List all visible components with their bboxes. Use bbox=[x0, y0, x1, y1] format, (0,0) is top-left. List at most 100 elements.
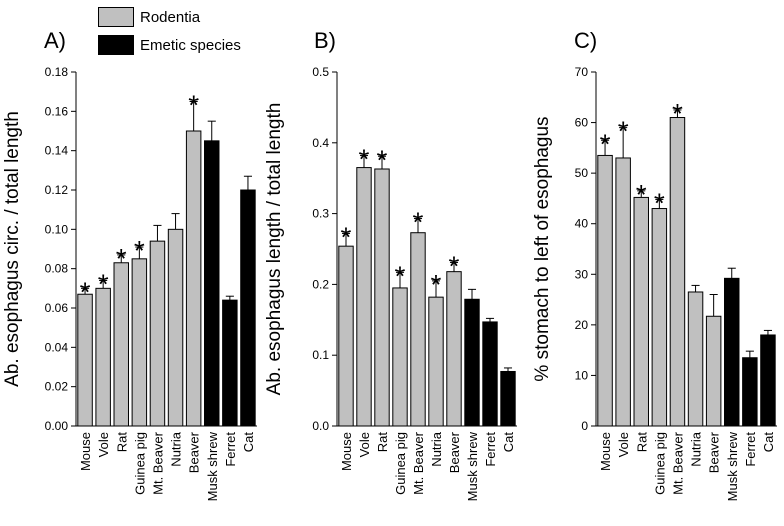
significance-marker: * bbox=[134, 235, 145, 266]
y-tick-label: 0.18 bbox=[45, 65, 69, 79]
y-tick-label: 40 bbox=[575, 217, 589, 231]
bar bbox=[633, 196, 649, 427]
legend-item-emetic: Emetic species bbox=[98, 31, 241, 59]
legend: Rodentia Emetic species bbox=[98, 3, 241, 59]
y-tick-label: 0 bbox=[581, 419, 588, 433]
significance-marker: * bbox=[618, 116, 629, 147]
panel-title: A) bbox=[44, 28, 66, 53]
x-tick-label: Beaver bbox=[707, 431, 722, 473]
bar bbox=[240, 189, 256, 427]
bar bbox=[760, 334, 776, 427]
bar bbox=[167, 228, 184, 427]
x-tick-label: Beaver bbox=[447, 431, 462, 473]
x-tick-label: Ferret bbox=[483, 432, 498, 467]
x-tick-label: Cat bbox=[501, 432, 516, 453]
y-tick-label: 0.06 bbox=[45, 301, 69, 315]
y-tick-label: 0.5 bbox=[312, 65, 329, 79]
significance-marker: * bbox=[395, 260, 406, 291]
bar bbox=[149, 240, 166, 427]
x-tick-label: Ferret bbox=[223, 432, 238, 467]
x-tick-label: Guinea pig bbox=[652, 432, 667, 495]
y-tick-label: 0.2 bbox=[312, 277, 329, 291]
bar bbox=[446, 271, 462, 427]
y-tick-label: 50 bbox=[575, 166, 589, 180]
bar bbox=[113, 262, 129, 427]
x-tick-label: Mt. Beaver bbox=[670, 431, 685, 495]
x-tick-label: Vole bbox=[616, 432, 631, 457]
bar bbox=[597, 154, 613, 427]
significance-marker: * bbox=[80, 276, 91, 307]
bar bbox=[185, 130, 202, 427]
significance-marker: * bbox=[341, 221, 352, 252]
bar bbox=[392, 287, 408, 427]
y-tick-label: 0.00 bbox=[45, 419, 69, 433]
y-tick-label: 0.1 bbox=[312, 348, 329, 362]
significance-marker: * bbox=[377, 144, 388, 175]
y-tick-label: 70 bbox=[575, 65, 589, 79]
bar bbox=[464, 298, 480, 427]
x-tick-label: Vole bbox=[96, 432, 111, 457]
y-tick-label: 0.10 bbox=[45, 222, 69, 236]
significance-marker: * bbox=[654, 187, 665, 218]
significance-marker: * bbox=[413, 207, 424, 238]
x-tick-label: Ferret bbox=[743, 432, 758, 467]
chart-panel-1: A) Ab. esophagus circ. / total length 0.00… bbox=[2, 28, 257, 501]
significance-marker: * bbox=[359, 144, 370, 175]
bar bbox=[77, 293, 93, 427]
legend-label-rodentia: Rodentia bbox=[140, 8, 201, 26]
y-tick-label: 30 bbox=[575, 267, 589, 281]
legend-swatch-emetic bbox=[98, 35, 134, 55]
y-tick-label: 0.02 bbox=[45, 380, 69, 394]
significance-marker: * bbox=[672, 98, 683, 129]
x-tick-label: Mt. Beaver bbox=[150, 431, 165, 495]
x-tick-label: Rat bbox=[634, 432, 649, 453]
x-tick-label: Mt. Beaver bbox=[411, 431, 426, 495]
x-tick-label: Mouse bbox=[78, 432, 93, 471]
x-tick-label: Musk shrew bbox=[205, 431, 220, 501]
x-tick-label: Beaver bbox=[187, 431, 202, 473]
bar bbox=[338, 245, 354, 427]
y-tick-label: 20 bbox=[575, 318, 589, 332]
significance-marker: * bbox=[449, 250, 460, 281]
y-axis-label: Ab. esophagus circ. / total length bbox=[2, 111, 23, 387]
x-tick-label: Nutria bbox=[429, 431, 444, 466]
bar bbox=[131, 258, 148, 427]
chart-panel-3: C) % stomach to left of esophagus 0 10 20 30 4… bbox=[532, 28, 777, 501]
y-tick-label: 10 bbox=[575, 368, 589, 382]
x-tick-label: Mouse bbox=[598, 432, 613, 471]
significance-marker: * bbox=[98, 268, 109, 299]
y-tick-label: 0.0 bbox=[312, 419, 329, 433]
y-tick-label: 0.04 bbox=[45, 340, 69, 354]
bar bbox=[222, 299, 238, 427]
significance-marker: * bbox=[431, 269, 442, 300]
x-tick-label: Musk shrew bbox=[725, 431, 740, 501]
bar bbox=[482, 321, 498, 427]
legend-item-rodentia: Rodentia bbox=[98, 3, 241, 31]
y-axis-label: Ab. esophagus length / total length bbox=[264, 103, 285, 396]
significance-marker: * bbox=[600, 128, 611, 159]
y-tick-label: 60 bbox=[575, 116, 589, 130]
x-tick-label: Cat bbox=[241, 432, 256, 453]
y-tick-label: 0.4 bbox=[312, 136, 329, 150]
legend-swatch-rodentia bbox=[98, 7, 134, 27]
x-tick-label: Cat bbox=[761, 432, 776, 453]
x-tick-label: Nutria bbox=[689, 431, 704, 466]
x-tick-label: Nutria bbox=[169, 431, 184, 466]
y-tick-label: 0.08 bbox=[45, 262, 69, 276]
bar bbox=[374, 168, 390, 427]
bar bbox=[687, 291, 704, 427]
bar bbox=[724, 277, 740, 427]
bar bbox=[410, 232, 426, 427]
bar bbox=[705, 315, 722, 427]
y-tick-label: 0.3 bbox=[312, 207, 329, 221]
bar bbox=[204, 140, 220, 427]
bar bbox=[651, 208, 668, 427]
chart-panel-2: B) Ab. esophagus length / total length 0.0… bbox=[264, 28, 517, 501]
bar bbox=[356, 167, 372, 427]
y-tick-label: 0.12 bbox=[45, 183, 69, 197]
x-tick-label: Guinea pig bbox=[132, 432, 147, 495]
x-tick-label: Guinea pig bbox=[393, 432, 408, 495]
bar bbox=[742, 357, 758, 427]
x-tick-label: Rat bbox=[114, 432, 129, 453]
